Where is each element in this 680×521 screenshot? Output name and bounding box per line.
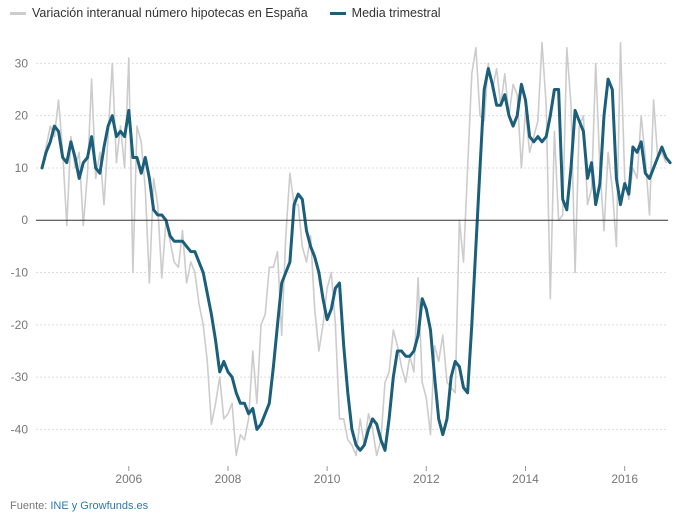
x-tick-label: 2010 — [314, 472, 341, 486]
series-line-monthly — [41, 41, 667, 457]
source-link[interactable]: INE y Growfunds.es — [50, 500, 149, 512]
y-tick-label: -30 — [11, 370, 29, 384]
series-line-quarterly — [40, 67, 672, 452]
x-tick-label: 2012 — [413, 472, 440, 486]
x-tick-label: 2006 — [115, 472, 142, 486]
legend-label-monthly: Variación interanual número hipotecas en… — [32, 6, 308, 20]
x-tick-label: 2014 — [512, 472, 539, 486]
legend-swatch-quarterly — [329, 11, 346, 15]
x-tick-label: 2008 — [215, 472, 242, 486]
legend-swatch-monthly — [10, 11, 26, 15]
y-tick-label: 10 — [15, 161, 29, 175]
y-tick-label: -20 — [11, 318, 29, 332]
x-tick-label: 2016 — [611, 472, 638, 486]
source-prefix: Fuente: — [10, 500, 51, 512]
y-tick-label: -10 — [11, 266, 29, 280]
y-tick-label: -40 — [11, 422, 29, 436]
legend-item-monthly: Variación interanual número hipotecas en… — [10, 6, 308, 20]
legend-label-quarterly: Media trimestral — [351, 6, 441, 20]
y-tick-label: 30 — [15, 56, 29, 70]
legend-item-quarterly: Media trimestral — [329, 6, 441, 20]
y-tick-label: 20 — [15, 109, 29, 123]
source-note: Fuente: INE y Growfunds.es — [10, 500, 148, 512]
chart-legend: Variación interanual número hipotecas en… — [10, 6, 441, 20]
y-tick-label: 0 — [21, 213, 28, 227]
